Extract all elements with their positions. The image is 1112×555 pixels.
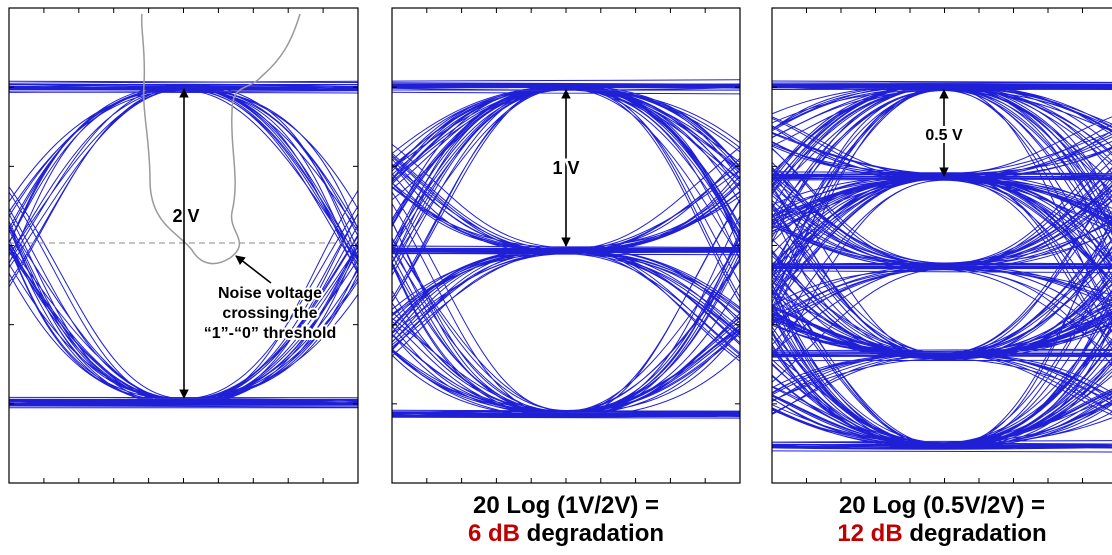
annotation-line-2: crossing the — [222, 305, 317, 322]
eye-trace-bundle — [772, 80, 1112, 453]
degradation-suffix: degradation — [902, 520, 1047, 547]
eye-crossing-point — [563, 411, 569, 417]
degradation-value: 6 dB — [467, 520, 520, 547]
eye-crossing-point — [941, 84, 947, 90]
eye-crossing-point — [563, 84, 569, 90]
caption-panel-2: 20 Log (1V/2V) = 6 dB degradation — [392, 492, 740, 548]
eye-panel-2-level: 2 V Noise voltage crossing the “1”-“0” t… — [8, 7, 359, 484]
eye-crossing-point — [941, 353, 947, 359]
eye-panel-3-level: 1 V — [391, 7, 741, 484]
axis-ticks — [392, 8, 740, 483]
caption-formula: 20 Log (1V/2V) = — [472, 492, 660, 519]
eye-crossing-point — [181, 399, 187, 405]
eye-opening-label: 1 V — [552, 158, 579, 178]
eye-crossing-point — [563, 248, 569, 253]
noise-annotation: Noise voltage crossing the “1”-“0” thres… — [202, 283, 338, 344]
eye-opening-label: 0.5 V — [925, 127, 963, 144]
axis-ticks — [9, 8, 358, 483]
annotation-line-1: Noise voltage — [218, 285, 322, 302]
eye-opening-label: 2 V — [172, 206, 199, 226]
caption-result: 6 dB degradation — [392, 520, 740, 548]
eye-crossing-point — [941, 443, 947, 449]
annotation-line-3: “1”-“0” threshold — [204, 325, 336, 342]
eye-panel-5-level: 0.5 V — [771, 7, 1112, 484]
caption-formula: 20 Log (0.5V/2V) = — [838, 492, 1046, 519]
eye-crossing-point — [181, 84, 187, 90]
degradation-suffix: degradation — [520, 520, 665, 547]
annotation-pointer — [235, 255, 272, 284]
eye-trace-bundle — [392, 79, 740, 419]
eye-trace-bundle — [9, 80, 358, 409]
axis-ticks — [772, 8, 1083, 483]
caption-result: 12 dB degradation — [772, 520, 1112, 548]
noise-excursion-path — [140, 13, 301, 265]
caption-panel-3: 20 Log (0.5V/2V) = 12 dB degradation — [772, 492, 1112, 548]
degradation-value: 12 dB — [837, 520, 903, 547]
eye-crossing-point — [941, 264, 947, 269]
eye-traces — [392, 79, 740, 419]
